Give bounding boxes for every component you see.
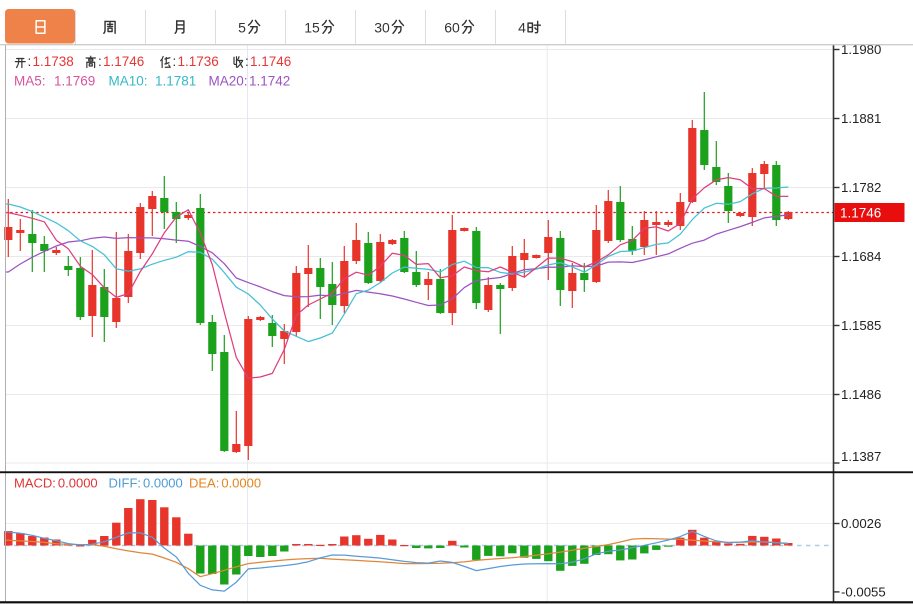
svg-text:1.1746: 1.1746 [103,54,144,69]
svg-text:1.1684: 1.1684 [841,249,881,264]
svg-text:60: 60 [444,20,460,36]
svg-text:1.1736: 1.1736 [178,54,219,69]
svg-text:15: 15 [304,20,320,36]
svg-text:1.1980: 1.1980 [841,42,881,57]
svg-text:0.0026: 0.0026 [841,516,881,531]
svg-text:1.1746: 1.1746 [250,54,291,69]
svg-text::: : [245,54,249,69]
svg-text::: : [28,54,32,69]
svg-text::: : [98,54,102,69]
svg-text:DEA:0.0000: DEA: 0.0000 [189,476,261,491]
svg-text:4: 4 [518,20,526,36]
svg-text::: : [173,54,177,69]
svg-text:1.1782: 1.1782 [841,180,881,195]
svg-text:MA20: 1.1742: MA20: 1.1742 [209,74,291,89]
svg-text:1.1585: 1.1585 [841,318,881,333]
svg-text:1.1746: 1.1746 [840,206,881,221]
svg-text:MACD:0.0000: MACD: 0.0000 [14,476,98,491]
svg-text:5: 5 [238,20,246,36]
svg-text:1.1881: 1.1881 [841,111,881,126]
svg-text:30: 30 [374,20,390,36]
svg-text:1.1738: 1.1738 [33,54,74,69]
svg-text:1.1387: 1.1387 [841,449,881,464]
svg-text:DIFF:0.0000: DIFF: 0.0000 [109,476,183,491]
svg-text:1.1486: 1.1486 [841,387,881,402]
svg-text:-0.0055: -0.0055 [841,584,886,599]
svg-text:MA5: 1.1769: MA5: 1.1769 [14,74,95,89]
